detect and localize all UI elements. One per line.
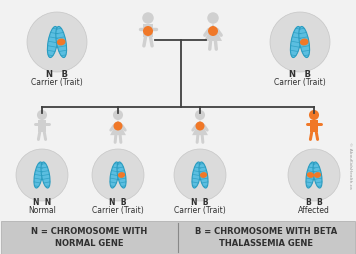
Text: N   B: N B — [46, 70, 68, 79]
Circle shape — [143, 26, 153, 36]
Polygon shape — [110, 120, 126, 135]
Text: B  B: B B — [305, 198, 323, 207]
Circle shape — [195, 121, 204, 131]
Ellipse shape — [306, 162, 315, 188]
Text: N  B: N B — [109, 198, 127, 207]
Ellipse shape — [192, 162, 201, 188]
Circle shape — [270, 12, 330, 72]
Circle shape — [113, 110, 123, 120]
Ellipse shape — [290, 26, 301, 58]
Ellipse shape — [314, 172, 321, 178]
Ellipse shape — [110, 162, 119, 188]
Circle shape — [174, 149, 226, 201]
FancyBboxPatch shape — [38, 120, 46, 132]
Text: N  B: N B — [191, 198, 209, 207]
Ellipse shape — [56, 26, 67, 58]
Polygon shape — [204, 24, 222, 41]
Ellipse shape — [118, 172, 125, 178]
Ellipse shape — [47, 26, 58, 58]
Text: Affected: Affected — [298, 206, 330, 215]
Circle shape — [142, 12, 154, 24]
Ellipse shape — [300, 39, 309, 45]
Text: N  N: N N — [33, 198, 51, 207]
Polygon shape — [192, 120, 208, 135]
Ellipse shape — [34, 162, 43, 188]
Text: N = CHROMOSOME WITH
NORMAL GENE: N = CHROMOSOME WITH NORMAL GENE — [31, 227, 147, 248]
Ellipse shape — [313, 162, 322, 188]
Circle shape — [208, 26, 218, 36]
Text: Normal: Normal — [28, 206, 56, 215]
Circle shape — [288, 149, 340, 201]
Text: Carrier (Trait): Carrier (Trait) — [174, 206, 226, 215]
Circle shape — [309, 110, 319, 120]
Ellipse shape — [307, 172, 314, 178]
FancyBboxPatch shape — [143, 24, 152, 37]
Text: B = CHROMOSOME WITH BETA
THALASSEMIA GENE: B = CHROMOSOME WITH BETA THALASSEMIA GEN… — [195, 227, 337, 248]
Circle shape — [16, 149, 68, 201]
Ellipse shape — [57, 39, 66, 45]
Text: Carrier (Trait): Carrier (Trait) — [92, 206, 144, 215]
Ellipse shape — [299, 26, 310, 58]
FancyBboxPatch shape — [310, 120, 318, 132]
Circle shape — [27, 12, 87, 72]
Text: Carrier (Trait): Carrier (Trait) — [274, 78, 326, 87]
Ellipse shape — [117, 162, 126, 188]
Text: N   B: N B — [289, 70, 311, 79]
FancyBboxPatch shape — [1, 221, 355, 254]
Text: © AbouKidsHealth.ca: © AbouKidsHealth.ca — [348, 142, 352, 188]
Circle shape — [92, 149, 144, 201]
Circle shape — [195, 110, 205, 120]
Text: Carrier (Trait): Carrier (Trait) — [31, 78, 83, 87]
Circle shape — [37, 110, 47, 120]
Circle shape — [207, 12, 219, 24]
Circle shape — [114, 121, 122, 131]
Ellipse shape — [199, 162, 208, 188]
Ellipse shape — [200, 172, 207, 178]
Ellipse shape — [41, 162, 50, 188]
